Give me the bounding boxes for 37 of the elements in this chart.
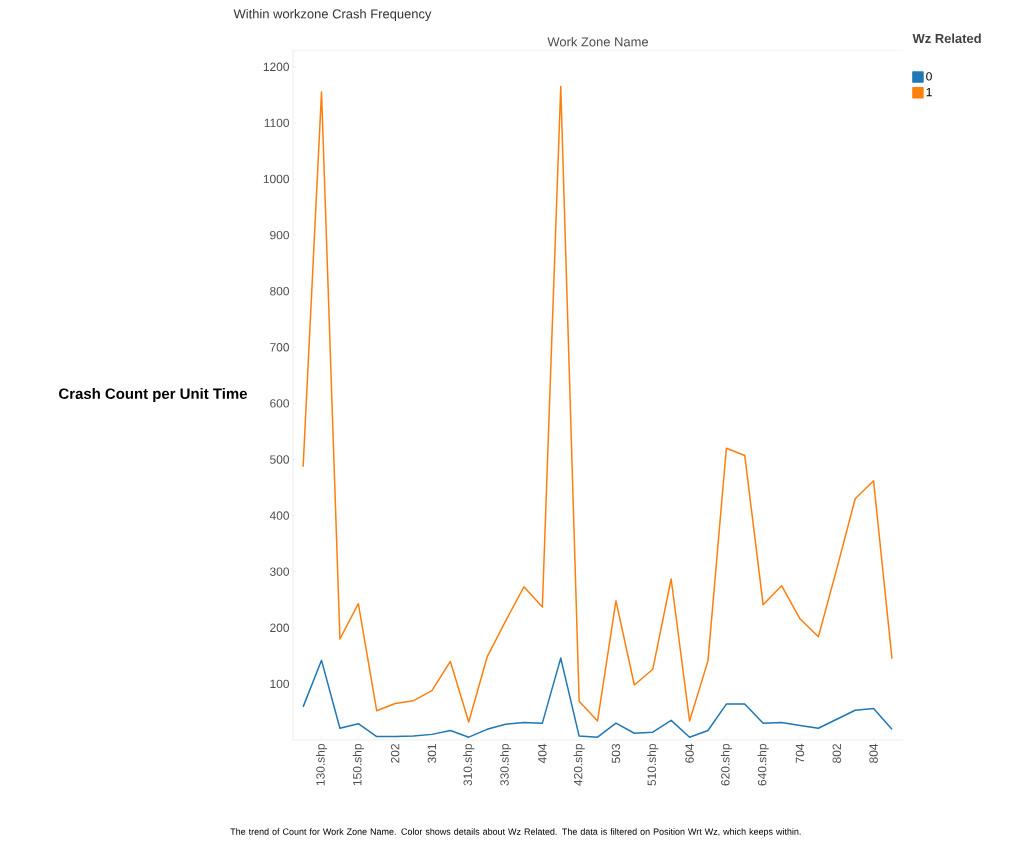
y-tick-label: 900 xyxy=(270,230,290,240)
line-series xyxy=(302,85,893,723)
x-tick-label: 620.shp xyxy=(720,744,732,786)
legend-title: Wz Related xyxy=(912,33,981,44)
y-tick-label: 100 xyxy=(270,679,290,689)
x-tick-label: 604 xyxy=(685,743,694,763)
chart-title: Within workzone Crash Frequency xyxy=(233,8,432,22)
y-tick-label: 1100 xyxy=(264,118,290,128)
legend-label: 1 xyxy=(926,88,932,97)
x-tick-label: 640.shp xyxy=(757,744,769,786)
y-tick-label: 700 xyxy=(270,343,290,352)
y-axis-title: Crash Count per Unit Time xyxy=(59,388,247,402)
x-tick-label: 404 xyxy=(538,743,547,764)
x-tick-label: 503 xyxy=(611,744,621,763)
y-tick-label: 300 xyxy=(269,567,290,576)
x-tick-label: 510.shp xyxy=(647,744,659,786)
x-tick-label: 420.shp xyxy=(573,744,585,786)
y-tick-label: 1200 xyxy=(263,62,290,72)
x-tick-label: 704 xyxy=(795,743,805,763)
y-tick-label: 500 xyxy=(270,455,290,464)
y-tick-label: 600 xyxy=(270,399,290,408)
line-series xyxy=(302,657,893,738)
x-tick-label: 130.shp xyxy=(315,744,328,786)
y-tick-label: 1000 xyxy=(263,174,290,184)
x-tick-label: 802 xyxy=(832,744,841,763)
y-tick-label: 800 xyxy=(270,286,290,296)
x-tick-label: 310.shp xyxy=(463,744,475,786)
x-axis-title: Work Zone Name xyxy=(547,36,649,47)
y-tick-label: 400 xyxy=(269,511,290,520)
x-tick-label: 202 xyxy=(390,744,400,763)
x-tick-label: 804 xyxy=(869,743,878,763)
x-tick-label: 150.shp xyxy=(352,744,364,786)
text: The trend of Count for Work Zone Name. Color shows details about Wz Related. The data is filtered on Position Wrt Wz, which keeps within. xyxy=(230,828,801,837)
x-tick-label: 330.shp xyxy=(499,744,512,786)
legend-label: 0 xyxy=(926,72,932,81)
x-tick-label: 301 xyxy=(427,744,437,763)
y-tick-label: 200 xyxy=(270,623,290,633)
